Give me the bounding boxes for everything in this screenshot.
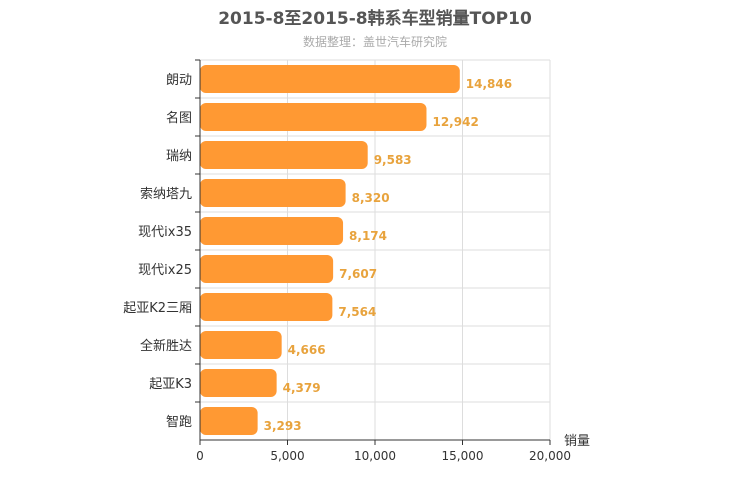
bars-group: 14,846 12,942 9,583 8,320 8,174 7,607 7,564 4,6… [200,65,512,435]
value-label: 4,666 [288,343,326,357]
x-tick-label: 0 [196,449,204,463]
category-label: 现代ix35 [138,225,192,240]
value-label: 4,379 [283,381,321,395]
chart-title: 2015-8至2015-8韩系车型销量TOP10 [218,8,532,29]
bar [200,255,334,283]
category-label: 智跑 [166,415,192,430]
bar [200,407,258,435]
axes-group: 0 5,000 10,000 15,000 20,000 朗动名图瑞纳索纳塔九现代ix35… [123,59,571,463]
value-label: 9,583 [374,153,412,167]
category-label: 朗动 [166,73,192,88]
bar [200,141,368,169]
category-label: 起亚K3 [149,377,192,392]
category-label: 索纳塔九 [140,187,192,202]
bar [200,369,277,397]
value-label: 3,293 [264,419,302,433]
bar [200,103,427,131]
x-tick-label: 20,000 [529,449,571,463]
x-tick-label: 10,000 [354,449,396,463]
x-axis-label: 销量 [564,434,590,449]
value-label: 12,942 [432,115,478,129]
category-label: 全新胜达 [140,338,192,354]
bar [200,65,460,93]
value-label: 8,174 [349,229,387,243]
x-tick-label: 5,000 [270,449,304,463]
value-label: 8,320 [352,191,390,205]
category-label: 瑞纳 [166,149,192,164]
value-label: 7,564 [338,305,376,319]
chart-subtitle: 数据整理：盖世汽车研究院 [303,34,447,49]
x-tick-label: 15,000 [442,449,484,463]
category-label: 起亚K2三厢 [123,301,192,316]
value-label: 14,846 [466,77,512,91]
category-label: 名图 [166,110,192,126]
category-label: 现代ix25 [138,263,192,278]
bar [200,293,333,321]
bar [200,179,346,207]
bar [200,331,282,359]
bar [200,217,344,245]
value-label: 7,607 [339,267,377,281]
